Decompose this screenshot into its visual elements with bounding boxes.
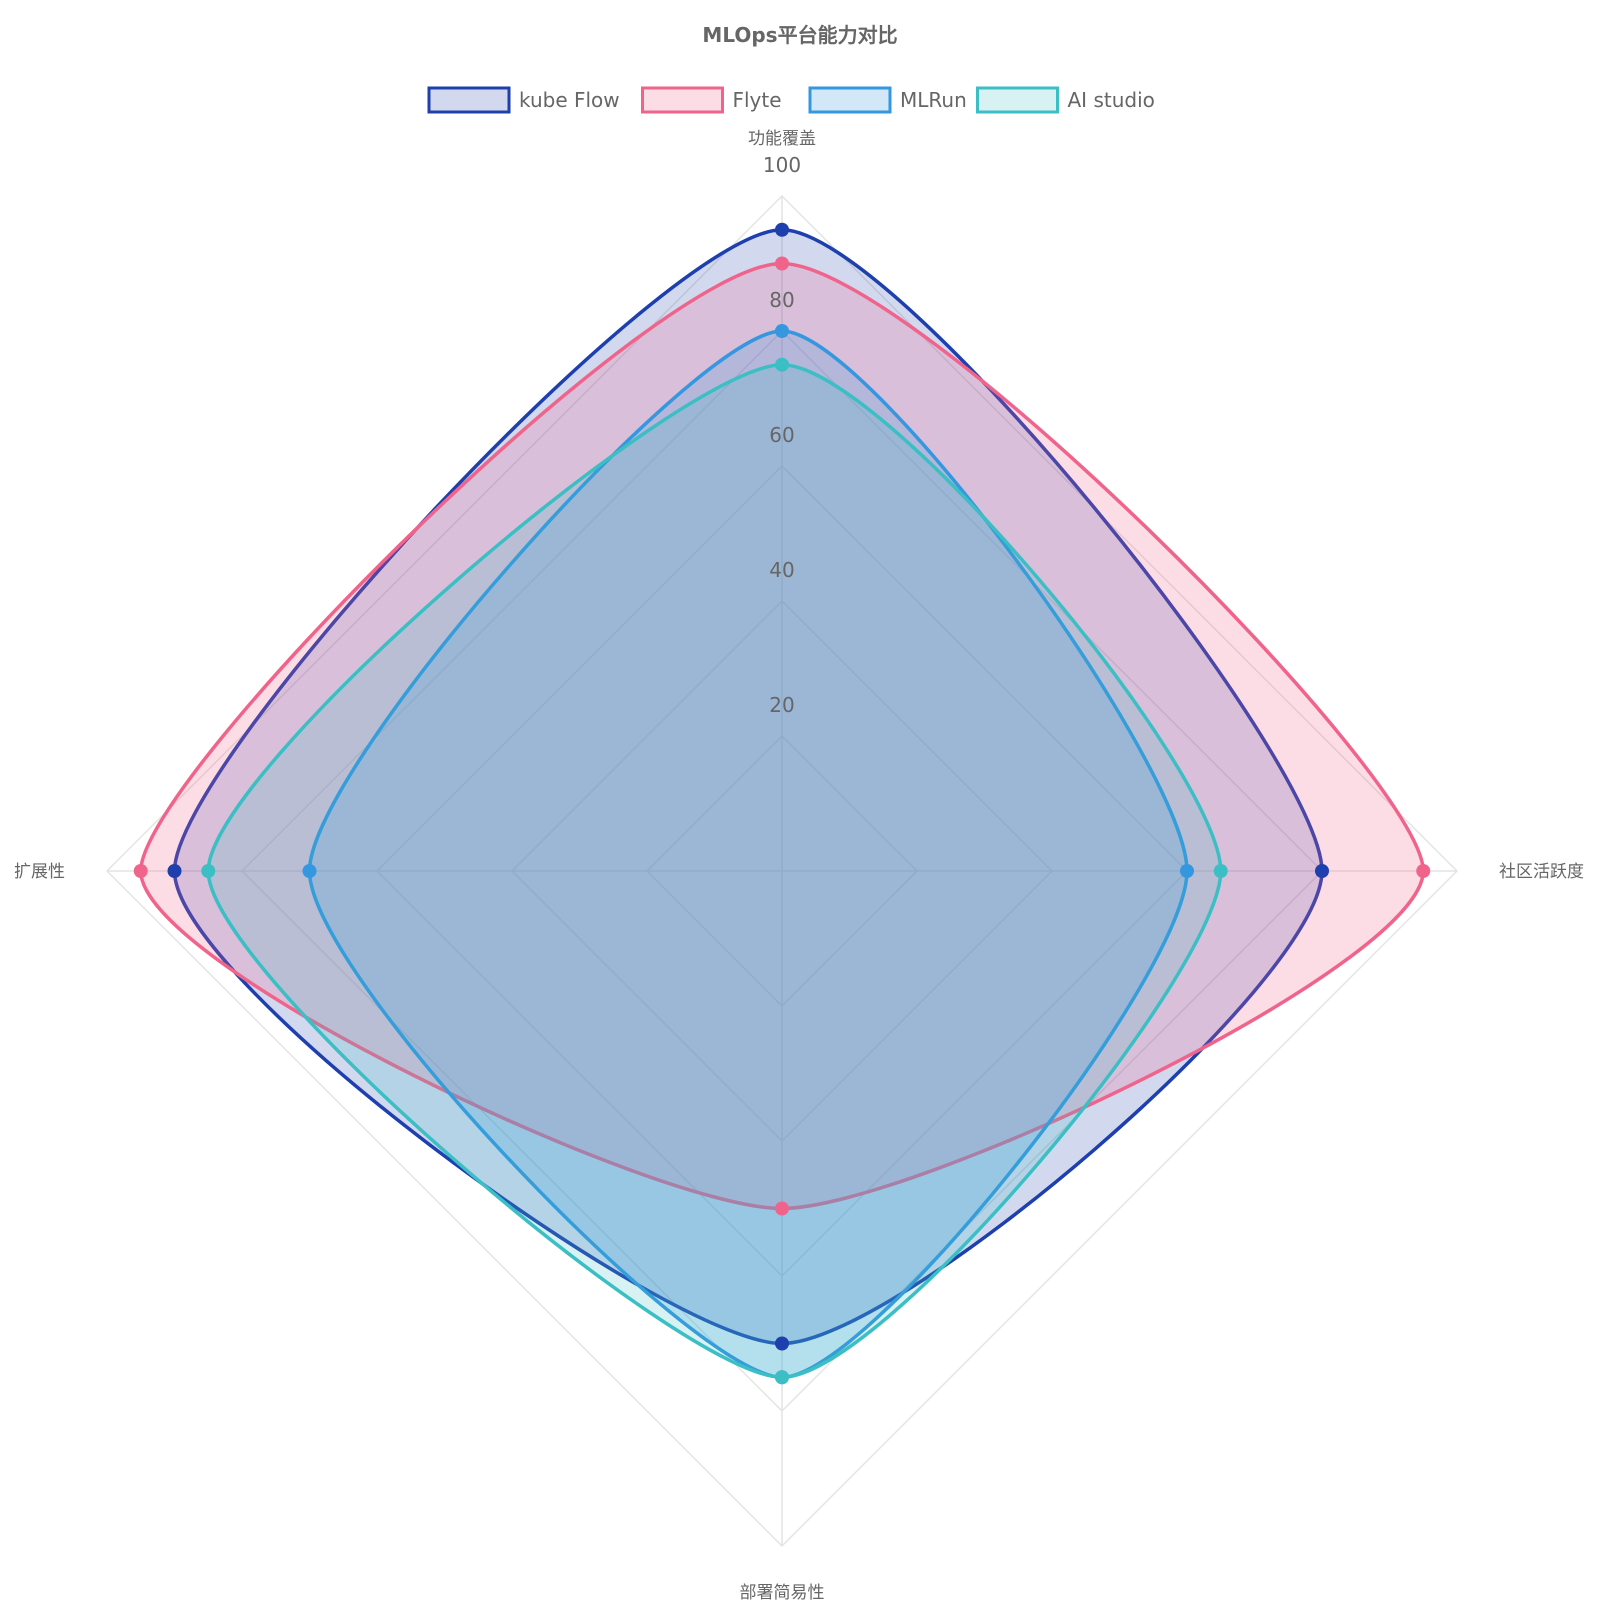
tick-label-60: 60 <box>769 423 794 447</box>
legend-label-1[interactable]: Flyte <box>733 88 782 112</box>
legend-swatch-0[interactable] <box>427 86 511 114</box>
data-point-0-1[interactable] <box>1315 864 1329 878</box>
data-point-0-3[interactable] <box>167 864 182 878</box>
legend-label-2[interactable]: MLRun <box>900 88 967 112</box>
data-point-2-0[interactable] <box>775 324 789 338</box>
data-point-2-3[interactable] <box>302 864 317 878</box>
tick-label-100: 100 <box>763 153 801 177</box>
legend-label-0[interactable]: kube Flow <box>519 88 620 112</box>
data-point-3-1[interactable] <box>1213 864 1228 878</box>
axis-label-3: 扩展性 <box>14 862 65 882</box>
data-point-3-2[interactable] <box>775 1370 789 1385</box>
legend-swatch-2[interactable] <box>808 86 892 114</box>
data-point-1-1[interactable] <box>1416 864 1431 878</box>
tick-label-20: 20 <box>769 693 794 717</box>
data-point-0-2[interactable] <box>775 1336 789 1351</box>
data-point-1-0[interactable] <box>775 256 789 271</box>
data-point-2-1[interactable] <box>1180 864 1194 878</box>
axis-label-2: 部署简易性 <box>740 1583 825 1600</box>
data-point-1-2[interactable] <box>775 1201 789 1216</box>
axis-label-1: 社区活跃度 <box>1499 862 1584 882</box>
data-point-0-0[interactable] <box>775 222 789 237</box>
data-point-3-3[interactable] <box>201 864 216 878</box>
data-point-1-3[interactable] <box>133 864 148 878</box>
chart-title: MLOps平台能力对比 <box>702 23 897 47</box>
legend-swatch-1[interactable] <box>641 86 724 114</box>
legend-label-3[interactable]: AI studio <box>1068 88 1155 112</box>
legend-swatch-3[interactable] <box>976 86 1059 114</box>
axis-label-0: 功能覆盖 <box>748 129 816 149</box>
tick-label-80: 80 <box>769 288 794 312</box>
data-point-3-0[interactable] <box>775 357 789 372</box>
tick-label-40: 40 <box>769 558 794 582</box>
